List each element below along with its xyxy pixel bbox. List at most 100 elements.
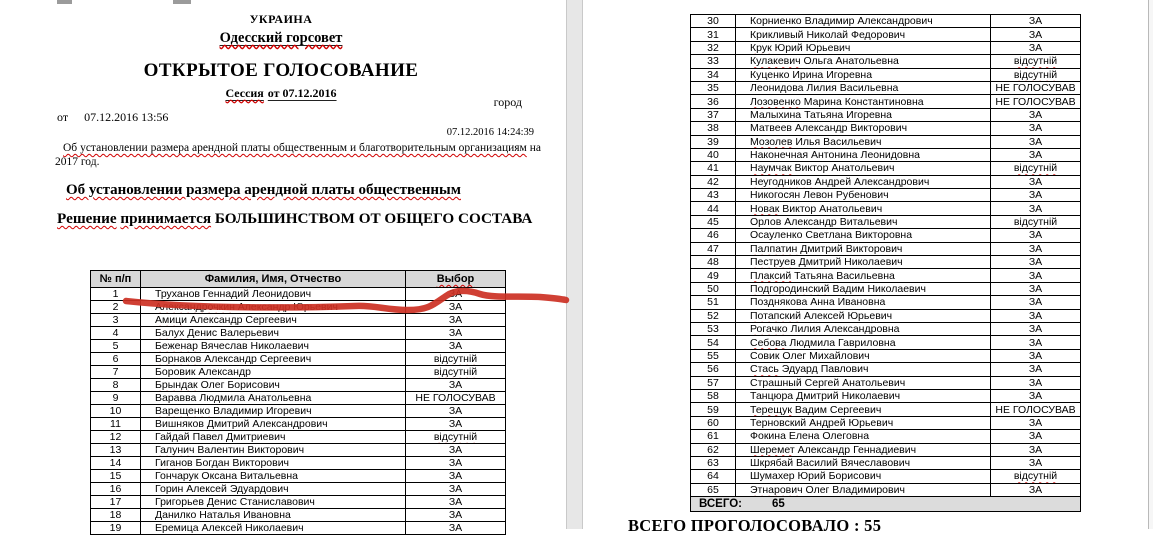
start-datetime-line: от 07.12.2016 13:56	[57, 110, 168, 125]
name-word: Лилия	[806, 82, 837, 95]
name-word: Осауленко	[750, 229, 803, 242]
session-date: от 07.12.2016	[267, 86, 337, 100]
deputy-name: Кулакевич Ольга Анатольевна	[735, 54, 991, 69]
name-word: Неугодников	[750, 175, 812, 188]
name-word: Александрочкин	[155, 301, 235, 313]
row-number: 2	[90, 300, 141, 314]
name-word: Валерьевич	[220, 327, 279, 339]
table-row: 58 Танцюра Дмитрий Николаевич ЗА	[690, 388, 1081, 404]
name-word: Ивановна	[837, 296, 886, 309]
name-word: Терещук	[750, 403, 792, 416]
name-word: Анатольевич	[819, 202, 883, 215]
name-word: Рубенович	[835, 189, 889, 202]
name-word: Олег	[805, 483, 830, 496]
name-word: Рогачко	[750, 323, 788, 336]
name-word: Александр	[794, 122, 848, 135]
decision-caps: БОЛЬШИНСТВОМ ОТ ОБЩЕГО СОСТАВА	[214, 210, 533, 227]
row-number: 60	[690, 415, 736, 431]
vote-value: ЗА	[990, 107, 1081, 123]
total-voted-partial-text: ВСЕГО ПРОГОЛОСОВАЛО : 55	[628, 516, 882, 535]
deputy-name: Гайдай Павел Дмитриевич	[140, 430, 406, 444]
table-row: 49 Плаксий Татьяна Васильевна ЗА	[690, 268, 1081, 283]
document-page-left[interactable]: УКРАИНА Одесский горсовет ОТКРЫТОЕ ГОЛОС…	[0, 0, 570, 535]
name-word: Олег	[782, 349, 807, 362]
deputy-name: Плаксий Татьяна Васильевна	[735, 268, 991, 283]
council-title: Одесский горсовет	[40, 30, 522, 47]
document-page-right[interactable]: 30 Корниенко Владимир Александрович ЗА 31 К…	[583, 0, 1148, 535]
end-datetime: 07.12.2016 14:24:39	[446, 127, 534, 138]
table-row: 59 Терещук Вадим Сергеевич НЕ ГОЛОСУВАВ	[690, 402, 1081, 417]
deputy-name: Борнаков Александр Сергеевич	[140, 352, 406, 366]
deputy-name: Орлов Александр Витальевич	[735, 214, 991, 230]
name-word: Анатольевна	[247, 392, 312, 404]
row-number: 50	[690, 281, 736, 297]
name-word: Этнарович	[750, 483, 803, 496]
name-word: Дмитрий	[798, 256, 842, 269]
deputy-name: Совик Олег Михайлович	[735, 348, 991, 364]
vote-value: відсутній	[405, 430, 506, 444]
deputy-name-text: Труханов Геннадий Леонидович	[155, 288, 312, 300]
name-word: Николаевич	[844, 256, 903, 269]
name-word: Борнаков	[155, 353, 202, 365]
deputy-name: Подгородинский Вадим Николаевич	[735, 281, 991, 297]
name-word: Василий	[796, 457, 838, 470]
deputy-name: Куценко Ирина Игоревна	[735, 67, 991, 82]
deputy-name: Терещук Вадим Сергеевич	[735, 402, 991, 417]
row-number: 46	[690, 228, 736, 243]
deputy-name: Матвеев Александр Викторович	[735, 121, 991, 136]
row-number: 62	[690, 442, 736, 457]
start-datetime: 07.12.2016 13:56	[84, 110, 169, 124]
row-number: 59	[690, 402, 736, 417]
table-row: 61 Фокина Елена Олеговна ЗА	[690, 429, 1081, 444]
vote-value: ЗА	[405, 378, 506, 392]
vote-value: ЗА	[405, 287, 506, 301]
name-word: Еремица	[155, 522, 199, 534]
name-word: Игоревна	[826, 68, 873, 81]
name-word: Алексей	[803, 309, 845, 322]
vote-value: НЕ ГОЛОСУВАВ	[990, 80, 1081, 96]
table-row: 17 Григорьев Денис Станиславович ЗА	[90, 495, 506, 509]
name-word: Брындак	[155, 379, 198, 391]
row-number: 35	[690, 80, 736, 96]
deputy-name: Горин Алексей Эдуардович	[140, 482, 406, 496]
vote-value: ЗА	[990, 362, 1081, 377]
row-number: 65	[690, 482, 736, 498]
name-word: Гиганов	[155, 457, 193, 469]
vote-value: ЗА	[405, 404, 506, 418]
vote-value: ЗА	[990, 40, 1081, 56]
name-word: Юрий	[797, 470, 826, 483]
table-row: 2 Александрочкин Александр Юрьевич ЗА	[90, 300, 506, 314]
table-row: 32 Крук Юрий Юрьевич ЗА	[690, 40, 1081, 56]
decision-word: Решение	[57, 210, 117, 227]
vote-value: ЗА	[405, 495, 506, 509]
row-number: 18	[90, 508, 141, 522]
row-number: 7	[90, 365, 141, 379]
vote-value: ЗА	[990, 201, 1081, 216]
name-word: Юрьевич	[847, 309, 893, 322]
name-word: Олеговна	[822, 430, 870, 443]
row-number: 57	[690, 375, 736, 390]
vote-value: ЗА	[990, 415, 1081, 431]
name-word: Куценко	[750, 68, 790, 81]
row-number: 13	[90, 443, 141, 457]
deputy-name: Пеструев Дмитрий Николаевич	[735, 255, 991, 270]
name-word: Терновский	[750, 416, 807, 429]
vote-value: ЗА	[405, 300, 506, 314]
name-word: Данилко	[155, 509, 197, 521]
name-word: Николаевич	[245, 522, 304, 534]
name-word: Орлов	[750, 216, 782, 229]
row-number: 58	[690, 388, 736, 404]
name-word: Борисович	[227, 379, 280, 391]
name-word: Николаевич	[841, 390, 901, 403]
name-word: Юрьевич	[848, 416, 894, 429]
deputy-name: Неугодников Андрей Александрович	[735, 174, 991, 190]
name-word: Фокина	[750, 430, 786, 443]
vote-value: ЗА	[990, 13, 1081, 29]
session-word: Сессия	[225, 86, 264, 100]
name-word: Викторович	[850, 122, 908, 135]
vote-value: ЗА	[990, 147, 1081, 163]
deputy-name: Этнарович Олег Владимирович	[735, 482, 991, 498]
row-number: 10	[90, 404, 141, 418]
vote-value: ЗА	[990, 321, 1081, 337]
row-number: 1	[90, 287, 141, 301]
